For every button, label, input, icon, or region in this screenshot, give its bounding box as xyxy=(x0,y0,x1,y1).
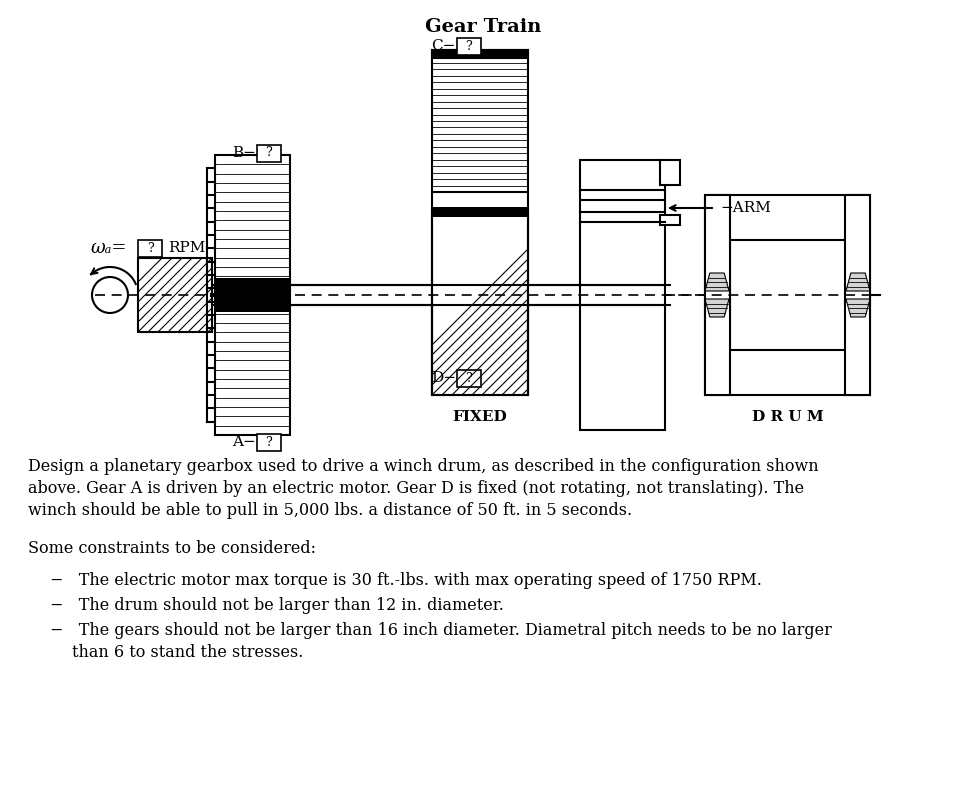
Polygon shape xyxy=(846,273,870,291)
Bar xyxy=(845,195,870,395)
Text: ?: ? xyxy=(466,371,473,384)
Bar xyxy=(705,195,870,395)
Text: A−: A− xyxy=(233,435,256,449)
Text: Some constraints to be considered:: Some constraints to be considered: xyxy=(28,540,316,557)
Text: than 6 to stand the stresses.: than 6 to stand the stresses. xyxy=(72,644,303,661)
Bar xyxy=(432,212,528,395)
Text: D−: D− xyxy=(431,371,456,385)
Bar xyxy=(215,278,290,312)
Polygon shape xyxy=(846,299,870,317)
Bar xyxy=(457,37,481,55)
Text: ?: ? xyxy=(466,40,473,52)
Bar xyxy=(138,239,162,257)
Text: −ARM: −ARM xyxy=(720,201,771,215)
Text: −   The drum should not be larger than 12 in. diameter.: − The drum should not be larger than 12 … xyxy=(50,597,504,614)
Bar xyxy=(432,50,528,58)
Text: D R U M: D R U M xyxy=(752,410,823,424)
Text: ?: ? xyxy=(147,242,153,254)
Bar xyxy=(432,50,528,192)
Bar xyxy=(730,240,855,350)
Text: Gear Train: Gear Train xyxy=(425,18,541,36)
Text: FIXED: FIXED xyxy=(453,410,508,424)
Text: RPM: RPM xyxy=(168,241,206,255)
Bar xyxy=(660,160,680,185)
Bar xyxy=(257,433,281,451)
Polygon shape xyxy=(138,258,212,332)
Bar xyxy=(660,215,680,225)
Text: Design a planetary gearbox used to drive a winch drum, as described in the confi: Design a planetary gearbox used to drive… xyxy=(28,458,818,475)
Bar xyxy=(215,155,290,435)
Bar xyxy=(432,207,528,217)
Text: above. Gear A is driven by an electric motor. Gear D is fixed (not rotating, not: above. Gear A is driven by an electric m… xyxy=(28,480,804,497)
Text: C−: C− xyxy=(431,39,456,53)
Text: ?: ? xyxy=(265,436,272,448)
Bar xyxy=(457,370,481,386)
Text: −   The gears should not be larger than 16 inch diameter. Diametral pitch needs : − The gears should not be larger than 16… xyxy=(50,622,832,639)
Bar xyxy=(580,160,665,430)
Bar xyxy=(257,144,281,162)
Bar xyxy=(432,50,528,58)
Text: B−: B− xyxy=(233,146,256,160)
Text: ?: ? xyxy=(265,147,272,159)
Polygon shape xyxy=(705,273,729,291)
Text: −   The electric motor max torque is 30 ft.-lbs. with max operating speed of 175: − The electric motor max torque is 30 ft… xyxy=(50,572,762,589)
Bar xyxy=(705,195,730,395)
Text: ωₐ=: ωₐ= xyxy=(90,239,126,257)
Text: winch should be able to pull in 5,000 lbs. a distance of 50 ft. in 5 seconds.: winch should be able to pull in 5,000 lb… xyxy=(28,502,632,519)
Bar xyxy=(432,212,528,395)
Polygon shape xyxy=(705,299,729,317)
